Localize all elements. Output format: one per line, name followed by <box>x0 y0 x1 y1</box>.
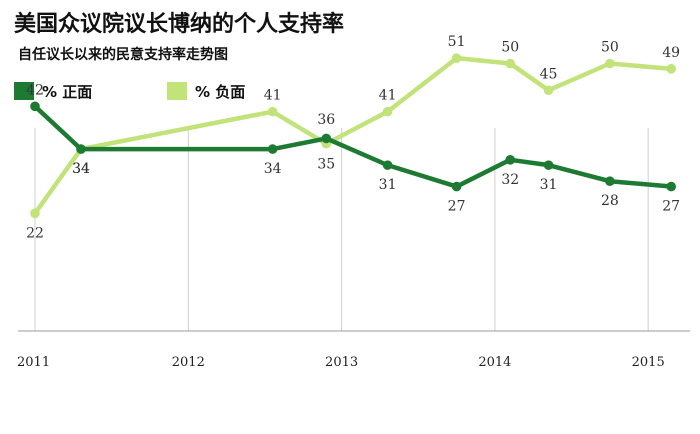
data-point-positive-3 <box>321 133 332 144</box>
data-label-positive-8: 28 <box>601 193 619 209</box>
data-point-negative-9 <box>666 64 676 74</box>
data-point-negative-5 <box>451 53 462 63</box>
data-label-positive-5: 27 <box>448 199 466 215</box>
data-point-negative-0 <box>30 208 40 219</box>
legend: % 正面 % 负面 <box>0 81 700 101</box>
data-label-positive-0: 42 <box>26 82 44 98</box>
data-label-positive-1: 34 <box>72 161 90 177</box>
data-point-negative-4 <box>382 106 393 117</box>
chart-title: 美国众议院议长博纳的个人支持率 <box>14 12 345 37</box>
legend-label-negative: % 负面 <box>195 82 246 101</box>
data-label-negative-0: 22 <box>26 225 44 241</box>
data-point-positive-6 <box>505 155 516 165</box>
x-tick-label-2014: 2014 <box>478 355 511 370</box>
data-point-positive-1 <box>76 144 86 154</box>
data-label-negative-3: 36 <box>317 112 335 128</box>
data-label-negative-4: 41 <box>379 88 397 104</box>
data-point-positive-8 <box>605 176 615 186</box>
data-label-negative-6: 50 <box>501 40 519 56</box>
legend-item-positive: % 正面 <box>14 81 92 101</box>
chart-subtitle: 自任议长以来的民意支持率走势图 <box>18 47 228 63</box>
legend-swatch-negative <box>167 82 187 100</box>
data-label-negative-5: 51 <box>448 34 466 50</box>
data-point-negative-6 <box>505 58 516 69</box>
data-label-negative-8: 50 <box>601 40 619 56</box>
data-label-positive-2: 34 <box>264 161 282 177</box>
x-tick-label-2012: 2012 <box>172 355 205 370</box>
data-point-negative-7 <box>543 85 554 96</box>
data-point-positive-9 <box>666 181 676 192</box>
data-label-negative-2: 41 <box>264 88 282 104</box>
data-label-negative-1: 34 <box>72 161 90 177</box>
x-tick-label-2015: 2015 <box>632 355 665 370</box>
series-line-positive <box>33 104 672 189</box>
data-label-positive-3: 35 <box>317 156 335 172</box>
data-point-positive-5 <box>451 181 462 192</box>
x-tick-label-2011: 2011 <box>17 355 50 370</box>
legend-label-positive: % 正面 <box>42 82 93 101</box>
data-label-positive-6: 32 <box>501 172 519 188</box>
data-label-positive-7: 31 <box>540 177 558 193</box>
data-label-negative-9: 49 <box>662 45 680 61</box>
legend-item-negative: % 负面 <box>167 81 245 101</box>
data-label-negative-7: 45 <box>540 66 558 82</box>
series-line-negative <box>33 55 672 215</box>
legend-swatch-positive <box>14 82 34 100</box>
data-point-positive-2 <box>267 144 278 154</box>
data-point-positive-0 <box>30 101 40 112</box>
data-label-positive-4: 31 <box>379 177 397 193</box>
data-point-negative-2 <box>267 106 278 117</box>
data-point-negative-8 <box>605 58 615 69</box>
data-point-positive-4 <box>382 160 393 170</box>
x-tick-label-2013: 2013 <box>325 355 358 370</box>
data-point-positive-7 <box>543 160 554 170</box>
data-label-positive-9: 27 <box>662 199 680 215</box>
